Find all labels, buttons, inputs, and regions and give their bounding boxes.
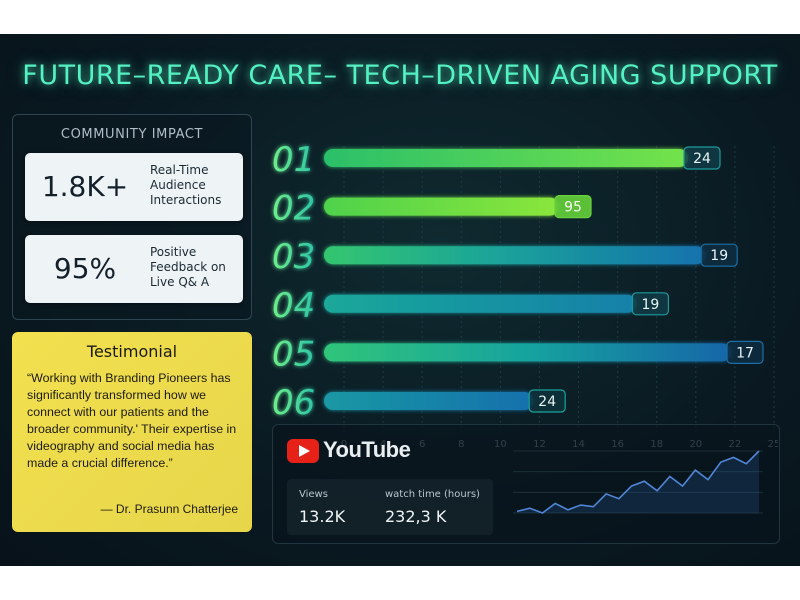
testimonial-quote: “Working with Branding Pioneers has sign… — [27, 371, 237, 470]
rank-label: 03 — [272, 237, 315, 277]
community-impact-panel: COMMUNITY IMPACT 1.8K+ Real-Time Audienc… — [12, 114, 252, 320]
value-label-box — [683, 146, 721, 170]
stat-description: Positive Feedback on Live Q& A — [150, 245, 226, 289]
value-label: 17 — [736, 345, 754, 361]
youtube-logo: YouTube — [287, 437, 427, 467]
testimonial-card: Testimonial “Working with Branding Pione… — [12, 332, 252, 532]
bar — [324, 246, 706, 265]
testimonial-heading: Testimonial — [86, 342, 178, 361]
watch-time-label: watch time (hours) — [385, 489, 480, 500]
stat-value: 95% — [53, 252, 117, 285]
value-label-box — [700, 243, 738, 267]
page-title: FUTURE–READY CARE– TECH–DRIVEN AGING SUP… — [22, 60, 778, 91]
testimonial-author: — Dr. Prasunn Chatterjee — [100, 502, 238, 516]
youtube-metrics: Views 13.2K watch time (hours) 232,3 K — [287, 479, 493, 535]
youtube-wordmark: YouTube — [323, 437, 411, 462]
views-label: Views — [299, 489, 328, 500]
bar — [324, 343, 731, 362]
bar — [324, 392, 534, 410]
rank-label: 06 — [272, 383, 315, 423]
watch-time-value: 232,3 K — [385, 507, 447, 526]
youtube-panel: YouTube Views 13.2K watch time (hours) 2… — [272, 424, 780, 544]
value-label: 19 — [710, 248, 728, 264]
bar — [324, 294, 637, 313]
value-label-box — [554, 194, 592, 219]
community-impact-heading: COMMUNITY IMPACT — [60, 127, 204, 142]
value-label: 95 — [564, 200, 582, 216]
bars-group: 01 24 02 95 03 19 04 19 05 17 06 24 — [272, 140, 764, 423]
sparkline-area — [517, 451, 759, 513]
bar — [324, 149, 688, 167]
rank-label: 05 — [272, 334, 315, 374]
stat-value: 1.8K+ — [41, 170, 129, 203]
stat-card-interactions: 1.8K+ Real-Time Audience Interactions — [25, 153, 243, 221]
views-value: 13.2K — [299, 507, 346, 526]
grid-lines — [343, 146, 775, 432]
rank-label: 04 — [272, 286, 315, 326]
value-label: 24 — [693, 151, 711, 167]
youtube-play-icon — [287, 439, 319, 463]
bar — [324, 197, 559, 216]
stat-card-feedback: 95% Positive Feedback on Live Q& A — [25, 235, 243, 303]
rank-label: 02 — [272, 189, 315, 229]
value-label-box — [631, 292, 669, 316]
value-label: 19 — [641, 297, 659, 313]
value-label-box — [726, 340, 764, 364]
value-label: 24 — [538, 394, 556, 410]
rank-label: 01 — [272, 140, 315, 180]
sparkline-line — [516, 450, 760, 514]
value-label-box — [528, 389, 566, 413]
views-sparkline — [513, 450, 763, 514]
stat-description: Real-Time Audience Interactions — [150, 163, 222, 207]
dashboard-canvas: FUTURE–READY CARE– TECH–DRIVEN AGING SUP… — [0, 34, 800, 566]
